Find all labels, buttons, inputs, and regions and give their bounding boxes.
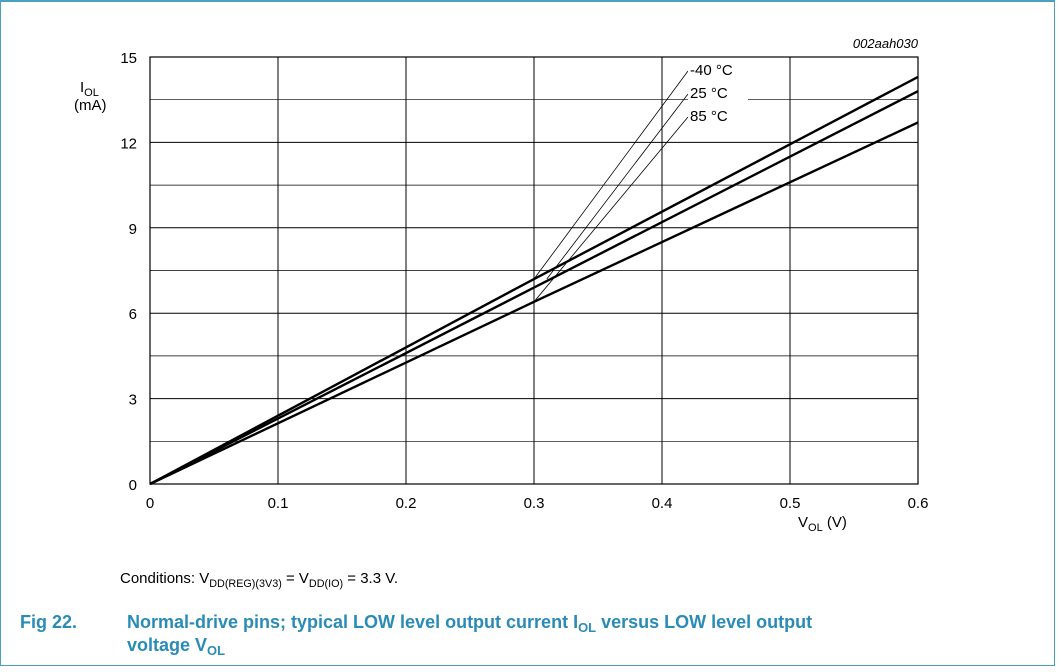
figure-code: 002aah030: [853, 36, 919, 51]
label-background: [688, 60, 748, 79]
y-axis-unit: (mA): [74, 97, 107, 114]
y-tick-label: 6: [129, 306, 137, 323]
conditions-note: Conditions: VDD(REG)(3V3) = VDD(IO) = 3.…: [120, 570, 399, 590]
series-label: -40 °C: [690, 62, 733, 79]
y-tick-label: 3: [129, 392, 137, 409]
label-background: [688, 106, 748, 125]
leader-line: [533, 70, 689, 280]
y-tick-label: 12: [120, 135, 137, 152]
figure-caption: Fig 22. Normal-drive pins; typical LOW le…: [20, 612, 813, 658]
plot-border: [149, 56, 919, 485]
x-tick-label: 0.6: [908, 495, 929, 512]
series-label: 25 °C: [690, 85, 728, 102]
figure-number: Fig 22.: [20, 612, 78, 632]
y-axis-label: IOL: [80, 79, 99, 99]
series-label: 85 °C: [690, 108, 728, 125]
x-tick-label: 0.4: [652, 495, 673, 512]
leader-line: [533, 116, 689, 303]
x-tick-label: 0.2: [396, 495, 417, 512]
y-tick-label: 15: [120, 50, 137, 67]
y-tick-label: 0: [129, 477, 137, 494]
chart-annotations: -40 °C 25 °C 85 °C: [533, 60, 748, 303]
chart-grid: [149, 56, 919, 485]
x-tick-label: 0: [146, 495, 154, 512]
label-background: [688, 83, 748, 102]
x-tick-label: 0.3: [524, 495, 545, 512]
x-tick-label: 0.5: [780, 495, 801, 512]
chart-ticks: 0 0.1 0.2 0.3 0.4 0.5 0.6 0 3 6 9 12 15: [120, 50, 928, 512]
leader-line: [546, 93, 689, 280]
y-tick-label: 9: [129, 221, 137, 238]
x-tick-label: 0.1: [268, 495, 289, 512]
series-line: [149, 90, 919, 486]
x-axis-label: VOL (V): [798, 514, 847, 534]
chart: -40 °C 25 °C 85 °C 0 0.1 0.2 0.3 0.4 0.5 0.6 0 3 6 9…: [74, 36, 928, 534]
